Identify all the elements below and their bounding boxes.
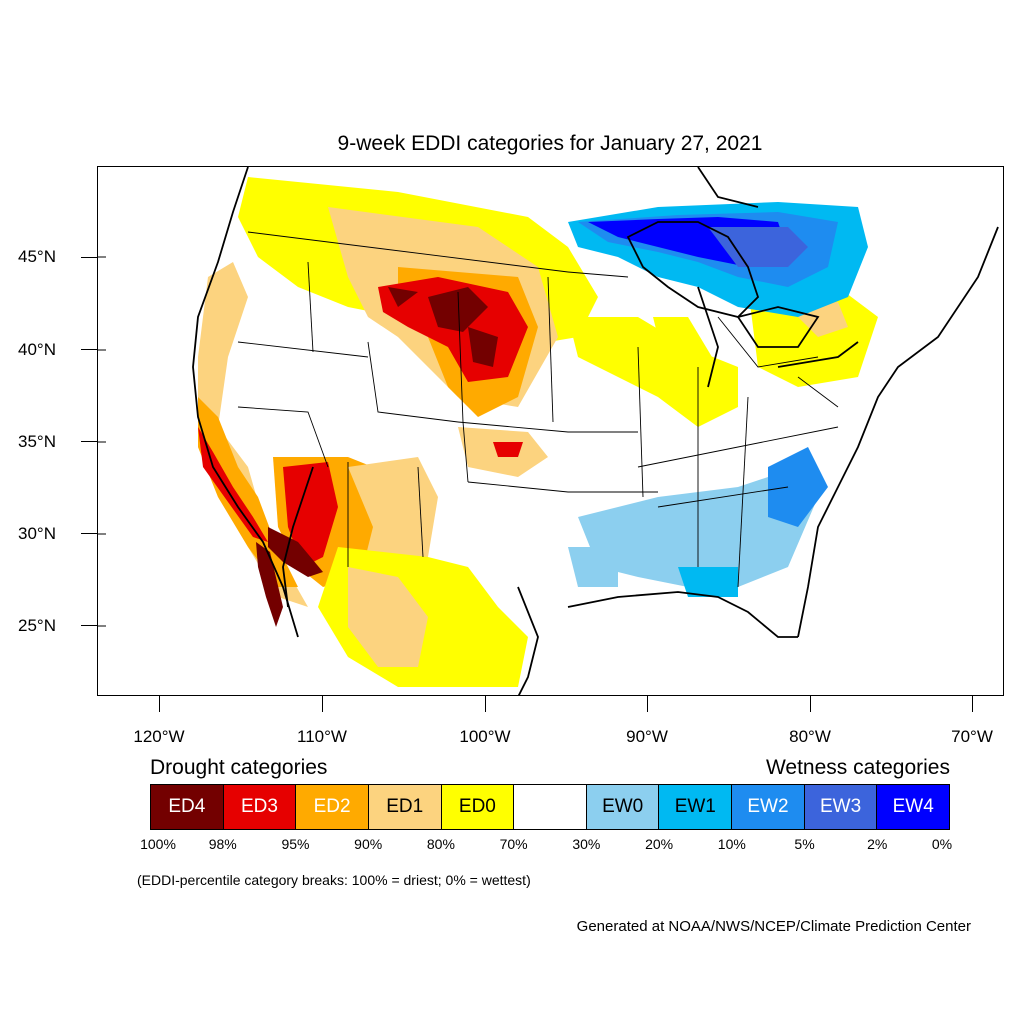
map-canvas [98, 167, 999, 695]
region-baja-ed4 [256, 542, 283, 627]
region-dakotas-ed4 [388, 287, 498, 367]
lat-tick [81, 533, 97, 534]
credit-text: Generated at NOAA/NWS/NCEP/Climate Predi… [576, 918, 971, 935]
percentile-label: 0% [931, 836, 953, 852]
region-california-ed3 [198, 427, 268, 542]
region-michigan-ed0 [653, 317, 718, 397]
lat-label-25n: 25°N [18, 616, 56, 635]
lon-tick [647, 696, 648, 712]
percentile-label: 5% [794, 836, 815, 852]
legend-box-ed1: ED1 [368, 785, 442, 829]
legend-box-ed4: ED4 [151, 785, 224, 829]
lon-tick [810, 696, 811, 712]
legend-box-ew0: EW0 [586, 785, 660, 829]
percentile-label: 70% [499, 836, 528, 852]
region-texas-ed1 [348, 567, 428, 667]
frame-ticks [98, 256, 106, 627]
lon-label-100w: 100°W [459, 727, 511, 746]
lon-label-120w: 120°W [133, 727, 185, 746]
percentile-label: 10% [717, 836, 746, 852]
lat-label-45n: 45°N [18, 247, 56, 266]
map-title: 9-week EDDI categories for January 27, 2… [337, 132, 763, 155]
percentile-label: 100% [140, 836, 176, 852]
lat-tick [81, 625, 97, 626]
region-greatlakes-ew3 [708, 227, 808, 267]
region-louisiana-ew0 [568, 547, 618, 587]
percentile-label: 20% [645, 836, 674, 852]
lon-tick [972, 696, 973, 712]
region-carolinas-ew2 [768, 447, 828, 527]
lat-tick [81, 441, 97, 442]
percentile-label: 98% [208, 836, 237, 852]
lat-label-35n: 35°N [18, 432, 56, 451]
lon-tick [485, 696, 486, 712]
legend-box-neutral [514, 785, 587, 829]
lon-label-70w: 70°W [951, 727, 993, 746]
wetness-categories-heading: Wetness categories [765, 756, 950, 779]
state-boundaries [237, 231, 839, 588]
coastlines [192, 167, 999, 695]
map-frame [97, 166, 1004, 696]
legend-note: (EDDI-percentile category breaks: 100% =… [137, 872, 531, 888]
legend-box-ed0: ED0 [441, 785, 515, 829]
region-arizona-ed4 [268, 527, 323, 577]
legend-box-ed2: ED2 [296, 785, 369, 829]
drought-categories-heading: Drought categories [150, 756, 328, 779]
region-pacific-ed1 [198, 262, 308, 607]
legend-box-ew1: EW1 [659, 785, 733, 829]
percentile-label: 80% [426, 836, 455, 852]
lon-label-110w: 110°W [297, 727, 347, 746]
lat-label-40n: 40°N [18, 340, 56, 359]
lon-tick [159, 696, 160, 712]
lon-tick [322, 696, 323, 712]
lat-tick [81, 257, 97, 258]
percentile-label: 30% [572, 836, 601, 852]
legend-box-ew4: EW4 [877, 785, 950, 829]
region-gulfcoast-ew1 [678, 567, 738, 597]
region-midwest-ed0 [568, 317, 738, 427]
lon-label-90w: 90°W [626, 727, 668, 746]
legend-box-ed3: ED3 [223, 785, 297, 829]
lon-label-80w: 80°W [789, 727, 831, 746]
legend-box-ew3: EW3 [804, 785, 878, 829]
region-kansas-ed3 [493, 442, 523, 457]
legend-color-bar: ED4 ED3 ED2 ED1 ED0 EW0 EW1 EW2 EW3 EW4 [150, 784, 950, 830]
region-arizona-ed3 [283, 462, 338, 567]
percentile-label: 95% [281, 836, 310, 852]
legend-box-ew2: EW2 [732, 785, 805, 829]
percentile-label: 2% [867, 836, 888, 852]
lat-tick [81, 349, 97, 350]
lat-label-30n: 30°N [18, 524, 56, 543]
percentile-label: 90% [354, 836, 383, 852]
